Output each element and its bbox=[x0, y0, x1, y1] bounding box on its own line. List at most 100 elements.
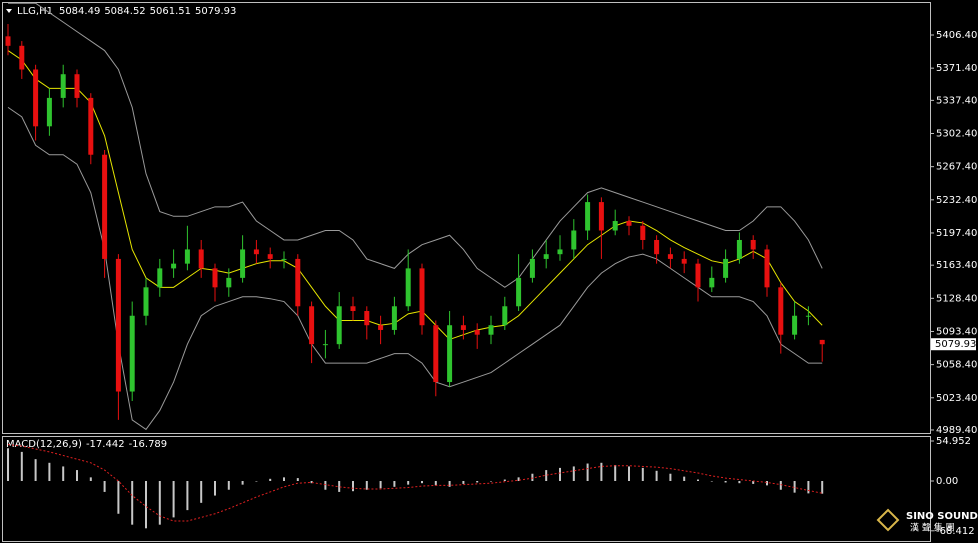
macd-bar bbox=[365, 481, 368, 490]
macd-bar bbox=[338, 481, 341, 492]
macd-bar bbox=[766, 481, 768, 486]
y-tick-label: 54.952 bbox=[936, 436, 971, 447]
candle-body bbox=[557, 249, 563, 255]
watermark-subtitle: 漢 聲 集 團 bbox=[910, 522, 955, 534]
candle-body bbox=[626, 221, 632, 226]
macd-bar bbox=[752, 481, 755, 484]
candle-body bbox=[723, 258, 729, 278]
macd-bar bbox=[117, 481, 120, 514]
macd-bar bbox=[628, 466, 630, 482]
y-tick-label: 0.00 bbox=[936, 476, 958, 487]
macd-panel-frame bbox=[2, 436, 931, 542]
candle-body bbox=[336, 306, 342, 345]
macd-bar bbox=[517, 477, 520, 482]
candle-body bbox=[502, 306, 508, 326]
y-tick-label: 5128.40 bbox=[936, 293, 977, 304]
candle-body bbox=[585, 202, 591, 231]
candle-body bbox=[281, 258, 287, 260]
candle-body bbox=[474, 329, 480, 335]
macd-bar bbox=[462, 481, 465, 484]
candle-body bbox=[212, 268, 218, 288]
candle-body bbox=[309, 306, 315, 345]
macd-bar bbox=[738, 481, 741, 484]
overlay-line bbox=[8, 2, 823, 288]
candle-body bbox=[750, 239, 756, 250]
candle-body bbox=[46, 97, 52, 127]
macd-bar bbox=[48, 462, 51, 482]
candle-body bbox=[115, 258, 121, 392]
logo-diamond bbox=[876, 508, 900, 532]
overlay-line bbox=[7, 50, 823, 340]
macd-bar bbox=[76, 470, 78, 482]
candle-body bbox=[805, 315, 811, 317]
macd-bar bbox=[393, 481, 396, 487]
candle-body bbox=[198, 249, 204, 269]
candle-body bbox=[667, 254, 673, 259]
candle-body bbox=[391, 306, 397, 330]
macd-bar bbox=[241, 481, 244, 485]
current-price: 5079.93 bbox=[935, 339, 976, 350]
watermark-name: SINO SOUND bbox=[906, 511, 978, 522]
candle-body bbox=[654, 239, 660, 255]
candle-body bbox=[612, 221, 618, 231]
macd-bar bbox=[655, 470, 658, 482]
y-tick-label: 5232.40 bbox=[936, 195, 977, 206]
candle-body bbox=[819, 339, 825, 345]
candle-body bbox=[350, 306, 356, 312]
y-tick-label: 5406.40 bbox=[936, 30, 977, 41]
candle-body bbox=[88, 97, 94, 155]
macd-bar bbox=[669, 473, 672, 482]
macd-bar bbox=[545, 470, 548, 482]
macd-bar bbox=[158, 481, 161, 525]
main-header: LLG,H1 5084.49 5084.52 5061.51 5079.93 bbox=[17, 6, 236, 17]
candle-body bbox=[184, 249, 190, 264]
candle-body bbox=[157, 268, 163, 288]
symbol: LLG,H1 bbox=[17, 6, 53, 17]
macd-bar bbox=[407, 481, 410, 485]
price-box bbox=[931, 338, 976, 351]
candle-body bbox=[460, 325, 466, 330]
watermark: SINO SOUND 漢 聲 集 團 bbox=[876, 508, 978, 534]
macd-bar bbox=[448, 481, 451, 487]
open-value: 5084.49 bbox=[59, 6, 100, 17]
close-value: 5079.93 bbox=[195, 6, 236, 17]
candle-body bbox=[129, 315, 135, 392]
candle-body bbox=[322, 344, 328, 346]
candle-body bbox=[74, 74, 80, 98]
macd-bar bbox=[20, 451, 23, 482]
macd-bar bbox=[572, 466, 575, 482]
macd-bar bbox=[186, 481, 189, 511]
macd-bar bbox=[352, 481, 354, 492]
macd-bar bbox=[724, 481, 727, 483]
candle-body bbox=[792, 315, 798, 335]
candle-body bbox=[778, 287, 784, 335]
candle-body bbox=[226, 277, 232, 288]
macd-bar bbox=[559, 467, 561, 482]
candle-body bbox=[571, 230, 577, 250]
macd-bar bbox=[214, 481, 216, 496]
macd-bar bbox=[793, 481, 796, 493]
macd-bar bbox=[434, 481, 437, 486]
candle-body bbox=[267, 254, 273, 259]
macd-bar bbox=[697, 479, 699, 482]
macd-bar bbox=[503, 479, 506, 482]
main-panel-frame bbox=[2, 2, 931, 434]
candle-body bbox=[19, 45, 25, 70]
candle-body bbox=[488, 325, 494, 335]
candle-body bbox=[378, 325, 384, 330]
macd-bar bbox=[269, 478, 272, 482]
macd-bar bbox=[476, 481, 479, 483]
y-tick-label: 5267.40 bbox=[936, 162, 977, 173]
macd-bar bbox=[255, 481, 258, 482]
y-tick-label: 5058.40 bbox=[936, 360, 977, 371]
macd-bar bbox=[200, 481, 203, 503]
low-value: 5061.51 bbox=[150, 6, 191, 17]
macd-bar bbox=[531, 473, 534, 482]
macd-bar bbox=[145, 481, 147, 529]
macd-bar bbox=[324, 481, 327, 490]
macd-bar bbox=[710, 481, 713, 482]
y-tick-label: 5093.40 bbox=[936, 326, 977, 337]
macd-value: -17.442 bbox=[86, 439, 125, 450]
signal-value: -16.789 bbox=[129, 439, 168, 450]
macd-bar bbox=[641, 467, 644, 482]
